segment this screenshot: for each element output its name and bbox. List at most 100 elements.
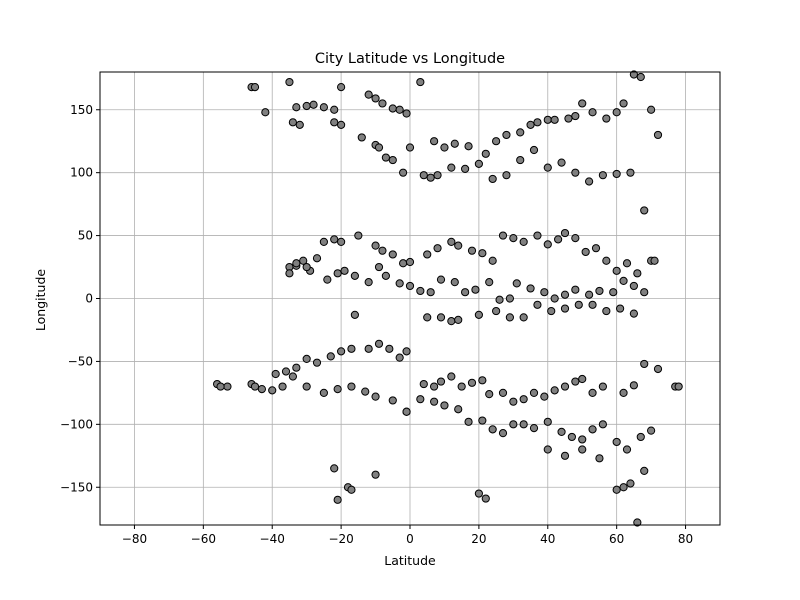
y-tick-label: 50 — [78, 229, 93, 243]
data-point — [447, 237, 456, 246]
data-point — [533, 231, 542, 240]
data-point — [292, 103, 301, 112]
data-point — [467, 246, 477, 255]
data-point — [488, 174, 497, 184]
data-point — [571, 168, 580, 177]
data-point — [312, 358, 322, 367]
data-point — [378, 99, 387, 108]
data-point — [598, 171, 607, 180]
data-point — [619, 99, 628, 108]
x-tick-label: 60 — [609, 532, 624, 546]
data-point — [371, 241, 380, 250]
data-point — [640, 359, 649, 369]
data-point — [419, 171, 428, 180]
data-point — [543, 240, 552, 249]
data-point — [598, 420, 607, 429]
data-point — [302, 101, 311, 111]
data-point — [519, 237, 528, 246]
data-point — [485, 390, 494, 399]
data-point — [488, 425, 497, 434]
data-point — [337, 120, 346, 129]
data-point — [402, 407, 411, 416]
data-point — [333, 269, 342, 278]
data-point — [478, 249, 487, 258]
data-point — [509, 234, 518, 243]
y-tick-label: 100 — [70, 166, 93, 180]
data-point — [426, 288, 435, 297]
data-point — [454, 405, 463, 414]
data-point — [326, 352, 335, 361]
data-point — [581, 247, 590, 257]
data-point — [626, 479, 635, 488]
data-point — [633, 518, 642, 527]
data-point — [550, 294, 559, 303]
data-point — [364, 278, 373, 287]
data-point — [319, 103, 328, 112]
data-point — [550, 115, 559, 124]
data-point — [381, 271, 390, 280]
data-point — [330, 105, 339, 114]
data-point — [292, 259, 301, 268]
data-point — [578, 445, 587, 454]
data-point — [371, 94, 380, 103]
data-point — [261, 108, 270, 117]
data-point — [440, 143, 449, 152]
data-point — [423, 250, 432, 259]
data-point — [653, 364, 663, 374]
data-point — [540, 288, 549, 297]
data-point — [529, 145, 539, 155]
y-tick-label: −150 — [60, 480, 93, 494]
data-point — [440, 401, 449, 410]
data-point — [447, 317, 456, 326]
data-point — [454, 315, 463, 324]
data-point — [636, 72, 645, 82]
data-point — [629, 309, 638, 318]
data-point — [526, 284, 535, 293]
data-point — [650, 256, 659, 265]
y-tick-label: 0 — [85, 292, 93, 306]
data-point — [612, 437, 621, 447]
data-point — [498, 231, 508, 240]
data-point — [640, 206, 649, 215]
y-axis-label: Longitude — [33, 269, 48, 331]
data-point — [578, 435, 587, 444]
data-point — [250, 382, 260, 391]
data-point — [337, 237, 346, 246]
data-point — [636, 432, 645, 442]
data-point — [402, 109, 411, 118]
data-point — [333, 385, 342, 394]
data-point — [595, 454, 604, 463]
data-point — [302, 354, 311, 363]
data-point — [550, 386, 559, 395]
data-point — [498, 429, 508, 438]
data-point — [598, 382, 607, 391]
data-point — [257, 385, 266, 394]
data-point — [433, 244, 442, 253]
data-point — [347, 485, 356, 494]
data-point — [436, 377, 446, 386]
data-point — [629, 381, 638, 390]
data-point — [533, 300, 542, 309]
data-point — [595, 286, 604, 296]
data-point — [299, 256, 308, 265]
x-tick-label: −80 — [122, 532, 147, 546]
data-point — [564, 114, 573, 123]
data-point — [474, 310, 483, 319]
data-point — [374, 262, 384, 272]
data-point — [467, 378, 477, 387]
data-point — [288, 372, 297, 381]
data-point — [488, 256, 497, 265]
x-tick-label: −20 — [328, 532, 353, 546]
data-point — [381, 153, 390, 162]
data-point — [629, 70, 638, 79]
data-point — [350, 271, 359, 280]
data-point — [364, 344, 373, 353]
data-point — [337, 83, 346, 92]
data-point — [612, 485, 621, 494]
data-point — [533, 118, 542, 127]
data-point — [374, 339, 384, 348]
data-point — [364, 90, 373, 99]
data-point — [454, 241, 463, 250]
